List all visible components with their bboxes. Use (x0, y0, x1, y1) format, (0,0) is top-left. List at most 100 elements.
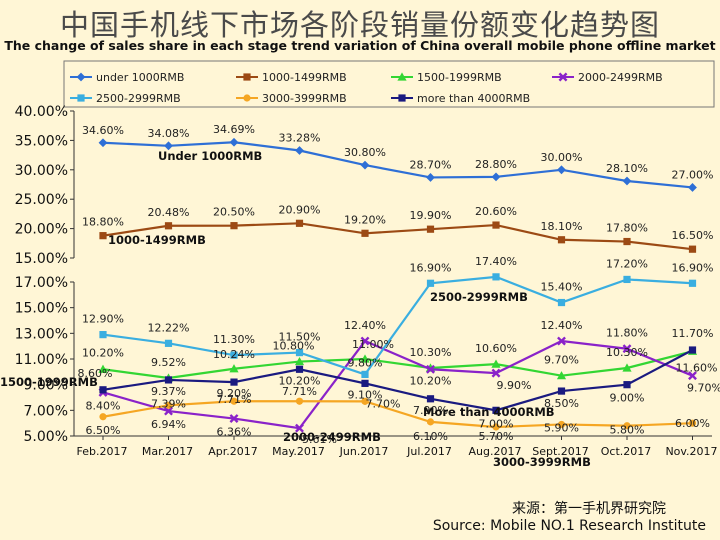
data-point (688, 419, 697, 427)
data-label: 30.80% (344, 146, 386, 159)
data-label: 12.40% (541, 319, 583, 332)
data-label: 5.61% (302, 433, 337, 446)
data-label: 7.00% (479, 417, 514, 430)
series-line (102, 350, 693, 380)
legend-marker (397, 72, 407, 81)
data-label: 18.10% (541, 220, 583, 233)
data-point (99, 386, 107, 394)
data-label: 10.60% (475, 342, 517, 355)
data-label: 7.71% (217, 393, 252, 406)
data-point (557, 387, 566, 395)
x-tick-label: Aug.2017 (469, 445, 522, 458)
legend-item: 3000-3999RMB (236, 92, 347, 105)
y-tick-label: 30.00% (15, 163, 68, 179)
chart-axes: 15.00% 20.00% 25.00% 30.00% 35.00% 40.00% 5.00… (15, 104, 718, 458)
legend-label: more than 4000RMB (417, 92, 530, 105)
data-point (623, 381, 631, 389)
legend-marker (77, 94, 85, 102)
data-point (361, 370, 369, 378)
data-label: 10.30% (606, 346, 648, 359)
data-point (230, 378, 238, 386)
source-block: 来源：第一手机界研究院 Source: Mobile NO.1 Research… (433, 498, 706, 534)
data-point (361, 379, 369, 387)
data-label: 6.36% (217, 426, 252, 439)
data-point (360, 160, 370, 170)
data-point (295, 365, 304, 373)
data-point (426, 279, 435, 287)
data-label: 6.94% (151, 418, 186, 431)
data-point (688, 279, 697, 287)
series-annotation: Under 1000RMB (158, 149, 262, 163)
data-label: 9.37% (151, 385, 186, 398)
chart-annotations: Under 1000RMB 1000-1499RMB 2500-2999RMB 150… (0, 149, 591, 469)
data-label: 15.40% (541, 281, 583, 294)
data-label: 8.40% (86, 399, 121, 412)
data-point (360, 354, 370, 363)
data-point (491, 368, 501, 378)
data-label: 16.90% (672, 261, 714, 274)
legend-marker (243, 73, 251, 81)
data-label: 33.28% (279, 132, 321, 145)
x-tick-label: Jun.2017 (339, 445, 389, 458)
data-point (294, 356, 305, 366)
x-tick-label: Jul.2017 (406, 445, 452, 458)
data-label: 7.71% (282, 385, 317, 398)
y-tick-label: 13.00% (15, 326, 68, 342)
data-label: 6.50% (86, 424, 121, 437)
data-point (164, 222, 173, 230)
y-tick-label: 7.00% (24, 403, 68, 419)
data-point (230, 351, 238, 359)
data-label: 5.80% (610, 424, 645, 437)
legend-item: 1500-1999RMB (391, 71, 502, 84)
series-line (102, 141, 693, 189)
data-point (99, 413, 107, 421)
data-point (492, 273, 500, 281)
legend-marker (76, 72, 86, 82)
data-label: 12.22% (148, 321, 190, 334)
data-point (360, 336, 370, 346)
data-point (492, 423, 500, 431)
data-label: 5.90% (544, 421, 579, 434)
data-point (230, 397, 238, 405)
legend-marker (398, 94, 406, 102)
data-point (557, 420, 566, 429)
data-label: 9.20% (217, 387, 252, 400)
data-label: 27.00% (672, 168, 714, 181)
x-tick-label: Mar.2017 (142, 445, 193, 458)
data-label: 18.80% (82, 216, 124, 229)
data-label: 20.60% (475, 205, 517, 218)
data-label: 20.50% (213, 206, 255, 219)
y-tick-label: 20.00% (15, 222, 68, 238)
series-line (102, 400, 693, 429)
chart-legend: under 1000RMB 1000-1499RMB 1500-1999RMB 200… (63, 60, 715, 108)
data-label: 9.70% (687, 382, 720, 395)
data-label: 11.50% (279, 331, 321, 344)
series-annotation: 1000-1499RMB (108, 233, 206, 247)
series-annotation: 2000-2499RMB (283, 430, 381, 444)
legend-item: under 1000RMB (70, 71, 184, 84)
data-point (164, 376, 173, 384)
chart-data-labels: 34.60% 34.08% 34.69% 33.28% 30.80% 28.70% 28.8… (78, 123, 720, 446)
data-label: 11.70% (672, 327, 714, 340)
data-label: 28.10% (606, 162, 648, 175)
y-tick-label: 15.00% (15, 251, 68, 267)
legend-label: 1000-1499RMB (262, 71, 347, 84)
line-chart-svg: under 1000RMB 1000-1499RMB 1500-1999RMB 200… (0, 60, 720, 469)
data-point (426, 418, 435, 426)
x-tick-label: May.2017 (272, 445, 325, 458)
data-point (295, 146, 304, 155)
data-point (229, 414, 239, 423)
data-point (361, 397, 369, 405)
data-point (98, 364, 108, 373)
data-point (688, 346, 697, 354)
legend-item: 1000-1499RMB (236, 71, 347, 84)
legend-marker (558, 72, 568, 82)
legend-label: 1500-1999RMB (417, 71, 502, 84)
data-point (622, 176, 632, 186)
data-point (426, 364, 435, 374)
series-line (102, 339, 693, 430)
data-label: 34.60% (82, 124, 124, 137)
data-label: 5.70% (479, 430, 514, 443)
source-cn: 来源：第一手机界研究院 (512, 501, 666, 517)
data-label: 10.20% (82, 346, 124, 359)
